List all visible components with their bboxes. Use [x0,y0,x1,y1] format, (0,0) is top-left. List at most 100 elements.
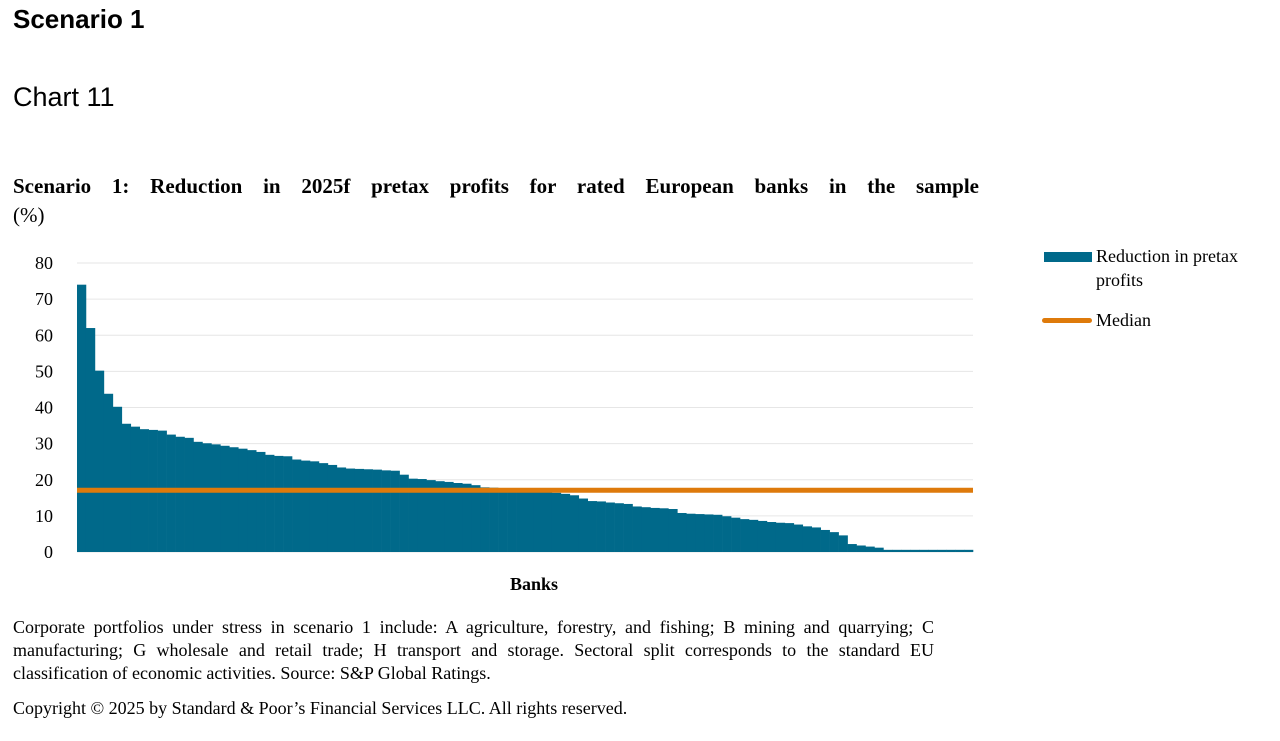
bar [229,447,239,552]
bar [381,470,391,552]
bar [892,549,902,552]
bar [874,547,884,552]
bar [471,485,481,552]
bar [444,481,454,552]
bar [955,549,965,552]
bar [659,508,669,552]
bar [399,474,409,552]
bar [274,455,284,552]
copyright: Copyright © 2025 by Standard & Poor’s Fi… [13,698,628,718]
bar [775,522,786,552]
bar [507,489,517,552]
legend-label-reduction: Reduction in pretax profits [1096,246,1238,290]
legend-swatch-median [1042,318,1092,323]
bar [641,507,651,552]
bar [677,512,687,552]
y-axis-ticks: 0 10 20 30 40 50 60 70 80 [35,253,53,562]
bar [793,524,804,552]
bar [802,526,813,552]
bar [345,468,356,552]
bar [175,436,185,552]
bar [265,454,275,552]
bar [650,507,660,552]
bar [668,509,678,552]
bar [85,328,96,552]
chart-unit: (%) [13,203,45,227]
bar [211,444,221,552]
bar [946,549,956,552]
bar [560,493,571,552]
bar [713,514,723,552]
bar [910,549,920,552]
chart-label: Chart 11 [13,82,115,112]
legend-item-reduction: Reduction in pretax profits [1040,244,1275,292]
bar [220,445,230,552]
bar [498,488,508,552]
bar [525,490,535,552]
bar [605,502,615,552]
bar [489,487,499,552]
bar [829,532,839,552]
bar [202,443,212,552]
legend: Reduction in pretax profits Median [1040,244,1275,348]
y-tick-label: 30 [35,434,53,454]
bar [318,463,329,552]
bar [193,441,203,552]
bar [408,478,418,552]
bar [327,464,338,552]
bar [686,513,696,552]
bar [578,498,589,552]
bar [453,483,463,552]
bar [964,549,974,552]
bar [292,459,302,552]
bar-chart: 0 10 20 30 40 50 60 70 80 Banks [35,253,974,594]
bar [623,503,633,552]
bar [695,514,705,552]
bar [847,544,857,552]
y-tick-label: 20 [35,470,53,490]
bar [569,495,580,552]
bar [256,451,266,552]
bar [166,434,176,552]
bar [462,483,472,552]
bar [309,461,320,552]
bar [417,479,427,552]
bar [883,549,893,552]
bar [838,535,848,552]
y-tick-label: 60 [35,325,53,345]
bar [336,467,347,552]
bar [480,487,490,552]
bar [856,545,866,552]
bar [704,514,714,552]
chart-title: Scenario 1: Reduction in 2025f pretax pr… [13,174,979,198]
bar [551,492,562,552]
bar [784,523,795,552]
bar [372,469,382,552]
bar [542,492,553,552]
bar [865,546,875,552]
section-title: Scenario 1 [13,4,145,34]
bar [363,469,373,552]
bar [426,480,436,552]
bar [390,470,400,552]
bar [614,503,624,552]
bar [516,490,526,552]
y-tick-label: 10 [35,506,53,526]
bar [749,519,759,552]
bar [820,529,830,552]
bar [238,448,248,552]
bar [740,519,750,552]
bar [587,501,597,552]
bar [354,468,365,552]
bar [112,406,123,552]
x-axis-label: Banks [510,574,558,594]
legend-swatch-bar [1044,252,1092,262]
bar [301,460,311,552]
bar [928,549,938,552]
bar [435,481,445,552]
bar [811,527,821,552]
footnote: Corporate portfolios under stress in sce… [13,617,934,683]
bar [103,393,114,552]
y-tick-label: 80 [35,253,53,273]
bar [731,517,741,552]
